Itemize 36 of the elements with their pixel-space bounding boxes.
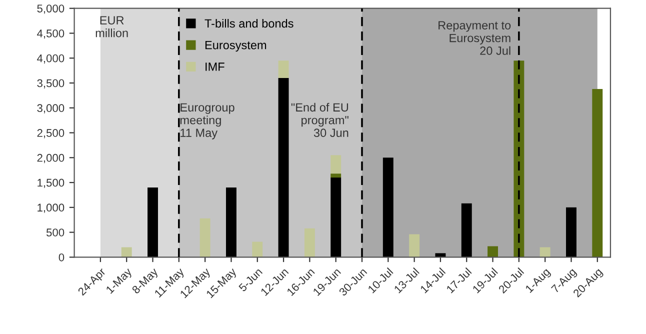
y-tick-label: 1,500	[38, 178, 64, 188]
legend-label: T-bills and bonds	[204, 18, 294, 28]
y-tick-label: 0	[58, 253, 64, 262]
bar	[278, 78, 289, 258]
y-tick-label: 3,500	[37, 79, 64, 88]
ref-line-label: Eurogroup meeting 11 May	[180, 103, 234, 140]
y-tick-label: 4,500	[37, 30, 64, 39]
bar	[304, 228, 315, 258]
bar	[409, 234, 420, 258]
bar	[226, 188, 236, 258]
y-tick-label: 3,000	[37, 104, 64, 114]
bar	[330, 155, 342, 174]
annotation: EUR million	[96, 16, 128, 38]
y-tick-label: 1,000	[38, 204, 64, 213]
y-tick-label: 500	[46, 228, 64, 236]
bar	[461, 203, 472, 258]
bar	[540, 247, 550, 258]
ref-line-label: Repayment to Eurosystem 20 Jul	[438, 21, 511, 55]
y-tick-label: 5,000	[37, 4, 64, 14]
bar	[330, 174, 342, 178]
bar	[148, 188, 158, 258]
ref-line-label: "End of EU program" 30 Jun	[291, 102, 348, 138]
bar	[278, 60, 289, 78]
y-tick-label: 2,000	[37, 154, 64, 164]
bar	[200, 218, 210, 258]
bar	[121, 247, 132, 258]
legend-label: Eurosystem	[205, 41, 266, 52]
y-tick-label: 4,000	[37, 54, 64, 64]
bar	[566, 207, 576, 258]
bar	[382, 158, 394, 258]
bar	[252, 242, 263, 258]
legend-label: IMF	[206, 62, 224, 71]
bar	[330, 178, 342, 258]
bar	[592, 88, 603, 258]
bar	[488, 246, 498, 258]
y-tick-label: 2,500	[37, 129, 64, 138]
